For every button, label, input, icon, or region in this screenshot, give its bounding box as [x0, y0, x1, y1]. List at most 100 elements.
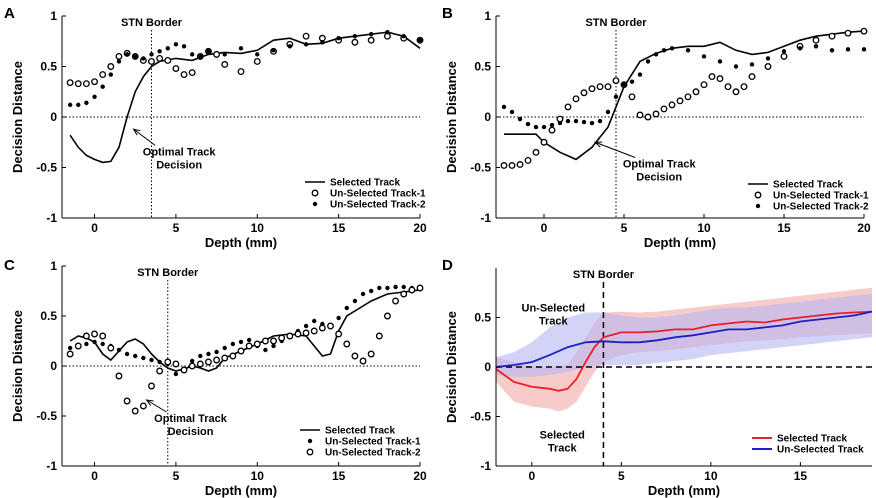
pb-annotation-arrow	[595, 141, 636, 158]
pa-series-2-marker	[76, 102, 81, 108]
pd-y-tick-label: 0	[484, 360, 491, 374]
pc-series-2-marker	[221, 354, 229, 362]
panel-a-chart: STN Border 0 5 10 15 20 -1 -0.5 0 0.5 1 Depth (mm) D…	[10, 9, 427, 250]
pb-series-2-marker	[845, 47, 851, 52]
pc-series-1-marker	[198, 353, 203, 359]
pb-series-1-marker	[732, 88, 740, 96]
pb-series-1-marker	[532, 148, 540, 156]
pa-legend-swatch	[312, 201, 318, 207]
pc-series-1-marker	[263, 347, 268, 353]
pa-series-2-marker	[368, 31, 374, 37]
pa-series-2-marker	[124, 52, 130, 57]
pc-series-2-marker	[294, 330, 302, 338]
pc-series-2-marker	[375, 332, 383, 340]
pc-series-1-marker	[352, 298, 358, 304]
pc-series-1-marker	[377, 285, 382, 291]
pb-y-tick-label: 1	[484, 9, 491, 23]
pa-series-2-marker	[84, 100, 89, 106]
pc-series-0-line	[69, 289, 421, 372]
pb-series-1-marker	[748, 73, 756, 81]
pc-x-tick-label: 10	[251, 469, 265, 483]
pc-series-2-marker	[335, 330, 343, 338]
pb-x-tick-label: 0	[541, 221, 548, 235]
pc-series-1-marker	[401, 284, 406, 290]
pc-y-tick-label: -0.5	[36, 409, 57, 423]
pb-series-1-marker	[548, 126, 556, 134]
pc-series-1-marker	[336, 315, 341, 321]
pb-series-1-marker	[676, 97, 684, 105]
pa-series-2-marker	[108, 72, 114, 77]
pd-x-tick-label: 10	[704, 469, 718, 483]
pc-series-2-marker	[82, 332, 90, 340]
pd-y-tick-label: -0.5	[470, 410, 491, 424]
pa-x-tick-label: 20	[413, 221, 427, 235]
pb-series-2-marker	[733, 64, 739, 69]
pa-series-2-marker	[417, 38, 423, 43]
pa-series-2-marker	[206, 49, 211, 54]
pb-series-2-marker	[645, 59, 651, 64]
pa-series-2-marker	[303, 42, 309, 47]
pd-x-tick-label: 0	[528, 469, 535, 483]
pa-series-2-marker	[271, 48, 276, 53]
pb-series-1-marker	[660, 105, 668, 113]
pc-series-1-marker	[303, 323, 309, 329]
pa-series-1-marker	[107, 63, 115, 70]
pb-series-2-marker	[781, 49, 787, 54]
panel-letter-d: D	[442, 257, 453, 274]
pb-series-1-marker	[604, 83, 612, 91]
pa-series-2-marker	[165, 46, 170, 51]
pa-series-1-marker	[82, 80, 90, 88]
pb-series-1-marker	[652, 110, 660, 118]
pc-series-1-marker	[133, 353, 138, 359]
pb-series-1-marker	[636, 111, 644, 119]
pa-series-2-marker	[92, 94, 97, 100]
pb-series-2-marker	[717, 59, 723, 64]
pa-series-2-marker	[149, 52, 154, 57]
pc-annotation-text: Optimal Track	[154, 413, 228, 425]
pa-legend-swatch	[311, 189, 319, 197]
pa-series-2-marker	[181, 44, 187, 49]
pc-series-1-marker	[67, 345, 73, 351]
pb-series-1-marker	[588, 85, 596, 93]
pd-series-1-line	[495, 310, 873, 368]
pc-series-1-marker	[173, 371, 179, 377]
pc-series-1-marker	[368, 288, 374, 294]
pa-x-tick-label: 5	[173, 221, 180, 235]
pc-series-2-marker	[327, 322, 334, 330]
pa-series-1-marker	[164, 56, 172, 64]
panel-c-chart: STN Border 0 5 10 15 20 -1 -0.5 0 0.5 1 Depth (mm) D…	[10, 259, 427, 498]
pb-series-1-marker	[780, 52, 788, 60]
pa-series-2-marker	[100, 84, 105, 89]
pc-series-2-marker	[74, 342, 82, 350]
pc-series-2-marker	[302, 329, 310, 337]
pb-x-axis-label: Depth (mm)	[644, 235, 716, 250]
pa-series-1-marker	[91, 78, 98, 86]
pc-series-2-marker	[99, 332, 107, 340]
pb-series-2-marker	[533, 124, 539, 130]
pc-series-2-marker	[343, 340, 351, 348]
pa-series-2-marker	[141, 56, 146, 61]
pc-series-2-marker	[205, 358, 212, 366]
pc-annotation-arrow	[146, 399, 167, 413]
pc-series-1-marker	[246, 337, 252, 343]
pb-series-2-marker	[685, 48, 691, 53]
pb-series-1-marker	[524, 156, 532, 164]
pc-x-tick-label: 5	[173, 469, 180, 483]
pa-series-2-marker	[67, 102, 73, 108]
pc-series-2-marker	[310, 327, 318, 335]
pa-legend-label: Selected Track	[330, 178, 400, 189]
pa-series-1-marker	[180, 71, 188, 79]
pb-y-tick-label: 0	[484, 110, 491, 124]
pd-x-tick-label: 5	[618, 469, 625, 483]
pb-series-2-marker	[517, 116, 523, 122]
pc-series-2-marker	[278, 334, 286, 342]
pc-series-1-marker	[271, 343, 276, 349]
pc-series-1-marker	[385, 285, 390, 291]
pb-series-2-marker	[797, 46, 803, 51]
pc-series-2-marker	[172, 360, 180, 368]
pb-series-2-marker	[597, 118, 603, 124]
pa-series-1-marker	[351, 38, 359, 46]
pb-x-tick-label: 5	[621, 221, 628, 235]
pd-y-tick-label: -1	[480, 459, 491, 473]
pd-x-tick-label: 15	[794, 469, 808, 483]
